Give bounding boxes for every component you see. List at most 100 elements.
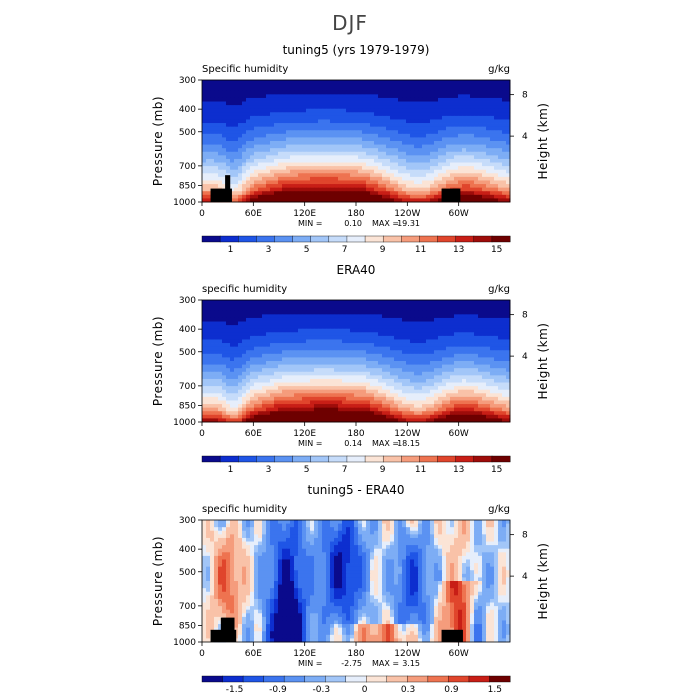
heatmap-cell bbox=[290, 119, 295, 124]
heatmap-cell bbox=[426, 184, 431, 189]
heatmap-cell bbox=[246, 151, 251, 156]
heatmap-cell bbox=[270, 350, 275, 355]
heatmap-cell bbox=[238, 158, 243, 163]
heatmap-cell bbox=[270, 87, 275, 92]
heatmap-cell bbox=[438, 386, 443, 391]
heatmap-cell bbox=[466, 375, 471, 380]
heatmap-cell bbox=[450, 173, 455, 178]
heatmap-cell bbox=[410, 87, 415, 92]
heatmap-cell bbox=[498, 375, 503, 380]
heatmap-cell bbox=[202, 382, 207, 387]
heatmap-cell bbox=[334, 105, 339, 110]
heatmap-cell bbox=[418, 173, 423, 178]
heatmap-cell bbox=[410, 300, 415, 304]
heatmap-cell bbox=[250, 303, 255, 308]
heatmap-cell bbox=[258, 303, 263, 308]
heatmap-cell bbox=[202, 393, 207, 398]
heatmap-cell bbox=[342, 404, 347, 409]
heatmap-cell bbox=[334, 137, 339, 142]
heatmap-cell bbox=[262, 368, 267, 373]
heatmap-cell bbox=[270, 148, 275, 153]
heatmap-cell bbox=[502, 94, 507, 99]
heatmap-cell bbox=[462, 393, 467, 398]
heatmap-cell bbox=[234, 187, 239, 192]
heatmap-cell bbox=[406, 94, 411, 99]
heatmap-cell bbox=[302, 400, 307, 405]
heatmap-cell bbox=[242, 343, 247, 348]
heatmap-cell bbox=[470, 321, 475, 326]
heatmap-cell bbox=[274, 368, 279, 373]
heatmap-cell bbox=[310, 176, 315, 181]
heatmap-cell bbox=[282, 353, 287, 358]
heatmap-cell bbox=[382, 148, 387, 153]
heatmap-cell bbox=[390, 328, 395, 333]
heatmap-cell bbox=[302, 389, 307, 394]
heatmap-cell bbox=[282, 158, 287, 163]
heatmap-cell bbox=[478, 382, 483, 387]
heatmap-cell bbox=[430, 90, 435, 95]
heatmap-cell bbox=[342, 368, 347, 373]
heatmap-cell bbox=[474, 94, 479, 99]
heatmap-cell bbox=[214, 346, 219, 351]
heatmap-cell bbox=[314, 90, 319, 95]
heatmap-cell bbox=[362, 112, 367, 117]
heatmap-cell bbox=[238, 108, 243, 113]
heatmap-cell bbox=[426, 87, 431, 92]
heatmap-cell bbox=[262, 112, 267, 117]
heatmap-cell bbox=[378, 180, 383, 185]
heatmap-cell bbox=[362, 307, 367, 312]
heatmap-cell bbox=[366, 126, 371, 131]
heatmap-cell bbox=[490, 353, 495, 358]
heatmap-cell bbox=[286, 332, 291, 337]
heatmap-cell bbox=[254, 176, 259, 181]
heatmap-cell bbox=[418, 393, 423, 398]
heatmap-cell bbox=[302, 90, 307, 95]
heatmap-cell bbox=[306, 166, 311, 171]
heatmap-cell bbox=[434, 303, 439, 308]
heatmap-cell bbox=[506, 328, 511, 333]
heatmap-cell bbox=[366, 162, 371, 167]
heatmap-cell bbox=[226, 90, 231, 95]
heatmap-cell bbox=[458, 162, 463, 167]
heatmap-cell bbox=[410, 368, 415, 373]
heatmap-cell bbox=[454, 300, 459, 304]
heatmap-cell bbox=[502, 350, 507, 355]
heatmap-cell bbox=[350, 198, 355, 203]
heatmap-cell bbox=[462, 404, 467, 409]
heatmap-cell bbox=[234, 119, 239, 124]
heatmap-cell bbox=[226, 158, 231, 163]
heatmap-cell bbox=[326, 339, 331, 344]
heatmap-cell bbox=[498, 350, 503, 355]
heatmap-cell bbox=[286, 144, 291, 149]
heatmap-cell bbox=[294, 332, 299, 337]
heatmap-cell bbox=[254, 353, 259, 358]
heatmap-cell bbox=[446, 368, 451, 373]
heatmap-cell bbox=[414, 303, 419, 308]
heatmap-cell bbox=[274, 166, 279, 171]
heatmap-cell bbox=[370, 108, 375, 113]
heatmap-cell bbox=[474, 350, 479, 355]
heatmap-cell bbox=[242, 108, 247, 113]
heatmap-cell bbox=[482, 155, 487, 160]
heatmap-cell bbox=[494, 155, 499, 160]
heatmap-cell bbox=[482, 130, 487, 135]
heatmap-cell bbox=[422, 386, 427, 391]
heatmap-cell bbox=[450, 83, 455, 88]
heatmap-cell bbox=[462, 332, 467, 337]
heatmap-cell bbox=[386, 87, 391, 92]
heatmap-cell bbox=[306, 169, 311, 174]
heatmap-cell bbox=[386, 371, 391, 376]
heatmap-cell bbox=[478, 148, 483, 153]
heatmap-cell bbox=[374, 97, 379, 102]
heatmap-cell bbox=[474, 141, 479, 145]
heatmap-cell bbox=[462, 307, 467, 312]
heatmap-cell bbox=[482, 108, 487, 113]
heatmap-cell bbox=[410, 382, 415, 387]
heatmap-cell bbox=[470, 144, 475, 149]
heatmap-cell bbox=[470, 80, 475, 84]
heatmap-cell bbox=[506, 115, 511, 120]
heatmap-cell bbox=[270, 155, 275, 160]
heatmap-cell bbox=[250, 198, 255, 203]
heatmap-cell bbox=[506, 375, 511, 380]
heatmap-cell bbox=[234, 389, 239, 394]
